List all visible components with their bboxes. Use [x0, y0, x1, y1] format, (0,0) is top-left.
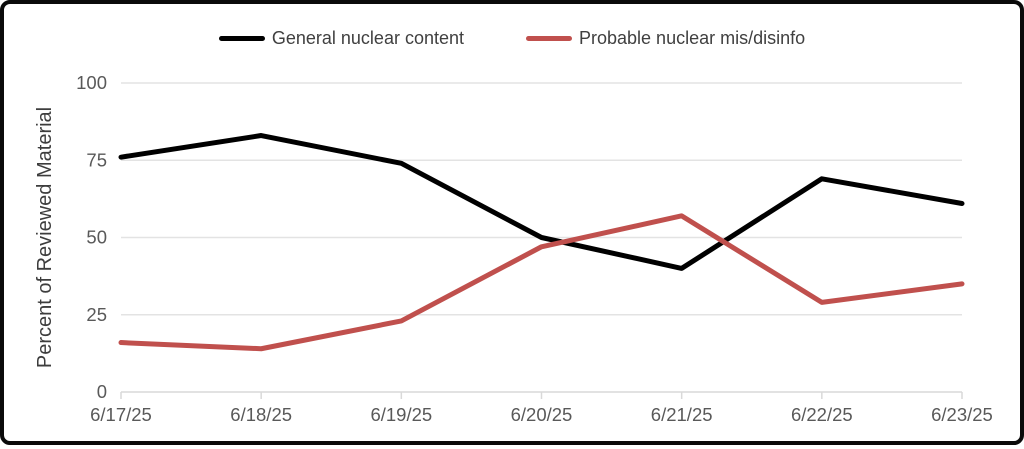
x-tick-label-1: 6/18/25 [230, 404, 292, 425]
series-line-general-nuclear-content [118, 133, 965, 271]
y-tick-label-75: 75 [86, 149, 107, 170]
line-chart-plot: 0 25 50 75 100 6/17/25 6/18/25 6/19/25 6/20/25 6/… [76, 72, 993, 425]
x-tick-label-4: 6/21/25 [651, 404, 713, 425]
x-tick-label-6: 6/23/25 [931, 404, 993, 425]
x-tick-label-0: 6/17/25 [90, 404, 152, 425]
x-tick-label-5: 6/22/25 [791, 404, 853, 425]
x-tick-label-2: 6/19/25 [370, 404, 432, 425]
legend-label-probable-mis-disinfo: Probable nuclear mis/disinfo [579, 28, 806, 48]
y-tick-label-50: 50 [86, 227, 107, 248]
legend: General nuclear content Probable nuclear… [4, 28, 1020, 49]
y-tick-label-0: 0 [97, 381, 107, 402]
y-tick-label-100: 100 [76, 72, 107, 93]
x-tick-label-3: 6/20/25 [511, 404, 573, 425]
legend-swatch-general-nuclear-content [218, 36, 265, 41]
legend-label-general-nuclear-content: General nuclear content [271, 28, 464, 48]
legend-item-general-nuclear-content: General nuclear content [218, 28, 464, 49]
series-line-probable-nuclear-mis-disinfo [118, 213, 965, 352]
y-axis-title-text: Percent of Reviewed Material [34, 106, 57, 368]
y-tick-label-25: 25 [86, 304, 107, 325]
legend-item-probable-mis-disinfo: Probable nuclear mis/disinfo [526, 28, 805, 49]
legend-swatch-probable-mis-disinfo [526, 36, 572, 41]
